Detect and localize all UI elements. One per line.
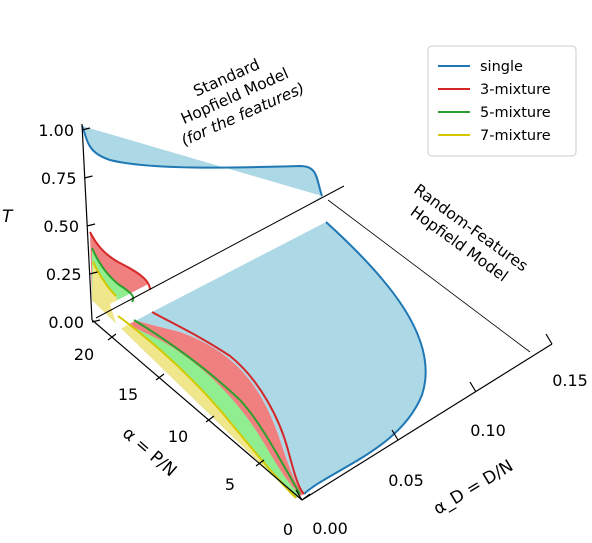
legend-box <box>427 45 577 157</box>
legend-label: 3-mixture <box>480 82 551 98</box>
alpha-tick-label: 20 <box>74 345 94 364</box>
annotation-random: Random-Features Hopfield Model <box>407 180 531 285</box>
alphaD-axis-line <box>301 343 553 501</box>
z-tick-mark <box>81 127 91 131</box>
z-tick-mark <box>89 271 98 275</box>
z-tick-mark <box>84 175 93 179</box>
curve-7mixture-random <box>117 315 297 499</box>
curve-7mixture <box>92 261 117 297</box>
back-edge <box>95 185 345 319</box>
legend-label: single <box>480 59 523 75</box>
alpha-tick-mark <box>205 415 215 423</box>
alpha-tick-mark <box>301 493 311 501</box>
curve-single-standard <box>81 125 323 197</box>
axis-ticks: 0.00 0.25 0.50 0.75 1.00 0 5 10 15 20 0.00 0.05 0.10… <box>38 121 587 539</box>
curve-5mixture-random <box>133 319 301 495</box>
alpha-tick-mark <box>255 459 265 467</box>
alpha-tick-label: 10 <box>168 427 188 446</box>
z-tick-label: 0.25 <box>46 265 82 284</box>
alpha-tick-mark <box>155 373 165 381</box>
legend-label: 5-mixture <box>480 105 551 121</box>
curve-3mixture-random <box>151 311 305 495</box>
z-axis-label: T <box>2 207 14 227</box>
region-single-fill <box>82 126 426 494</box>
annotation-standard: Standard Hopfield Model (for the feature… <box>178 55 307 149</box>
z-tick-label: 1.00 <box>38 121 74 140</box>
legend: single 3-mixture 5-mixture 7-mixture <box>427 45 577 157</box>
alpha-tick-mark <box>107 333 117 341</box>
phase-regions <box>81 125 427 499</box>
axes <box>81 123 553 501</box>
region-5mixture-fill <box>92 248 300 498</box>
alpha-tick-label: 15 <box>118 385 138 404</box>
curve-5mixture <box>91 247 135 303</box>
alpha-tick-label: 0 <box>283 520 293 539</box>
alphaD-tick-label: 0.00 <box>312 519 348 538</box>
z-tick-label: 0.75 <box>41 169 77 188</box>
z-tick-label: 0.50 <box>43 217 79 236</box>
alphaD-tick-label: 0.05 <box>388 471 424 490</box>
gap-band <box>150 196 326 312</box>
alphaD-tick-label: 0.15 <box>552 371 588 390</box>
curve-3mixture <box>89 231 151 291</box>
alpha-tick-label: 5 <box>225 475 235 494</box>
alphaD-tick-mark <box>469 381 477 393</box>
z-axis-line <box>81 123 93 321</box>
z-tick-mark <box>91 319 101 323</box>
alphaD-axis-label: α_D = D/N <box>430 456 517 519</box>
right-guide <box>327 199 531 353</box>
alphaD-tick-mark <box>295 489 303 501</box>
z-tick-label: 0.00 <box>48 313 84 332</box>
alphaD-tick-mark <box>545 333 553 345</box>
z-tick-mark <box>86 223 96 227</box>
curve-single-random <box>303 221 427 495</box>
alphaD-tick-mark <box>391 429 399 441</box>
legend-label: 7-mixture <box>480 128 551 144</box>
alphaD-tick-label: 0.10 <box>470 421 506 440</box>
alpha-axis-line <box>91 319 303 501</box>
